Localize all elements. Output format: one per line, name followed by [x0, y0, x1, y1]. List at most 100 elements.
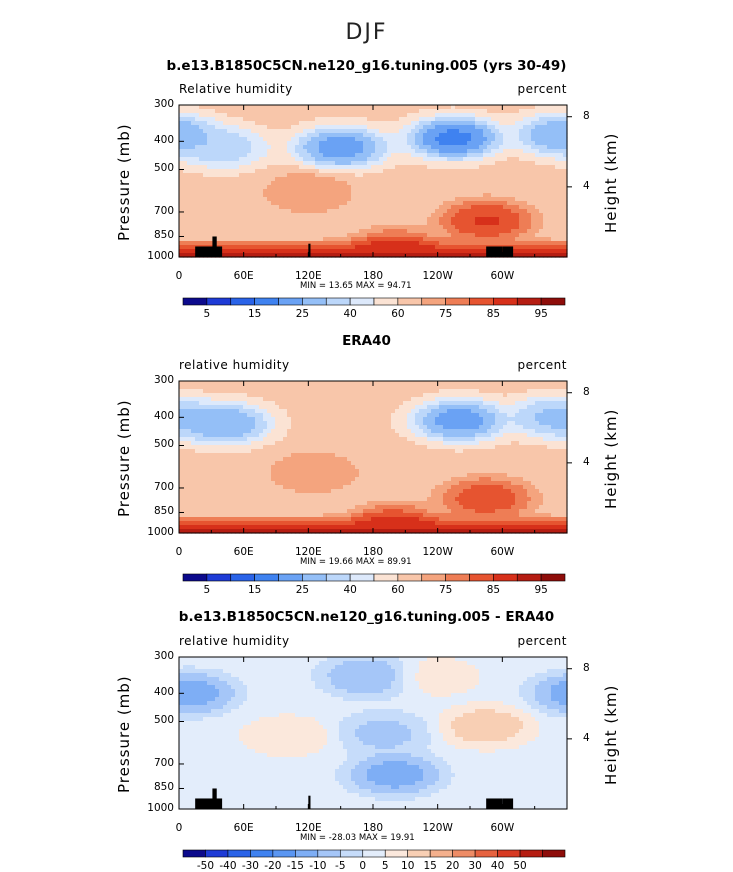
y2-tick-label: 4 — [583, 455, 590, 468]
y-tick-label: 400 — [153, 686, 174, 699]
x-tick-label: 60E — [233, 546, 254, 558]
colorbar-label: 30 — [468, 860, 482, 872]
y-tick-label: 500 — [153, 714, 174, 727]
x-tick-label: 120E — [294, 270, 322, 282]
colorbar-label: 5 — [381, 860, 389, 872]
y2-tick-label: 4 — [583, 731, 590, 744]
y-tick-label: 400 — [153, 134, 174, 147]
y-tick-label: 400 — [153, 410, 174, 423]
colorbar-label: 85 — [486, 308, 501, 320]
y-tick-label: 1000 — [147, 250, 174, 262]
heatmap-field-1 — [179, 105, 568, 258]
y2-axis-title: Height (km) — [602, 684, 620, 785]
colorbar-label: 5 — [203, 308, 211, 320]
y-tick-label: 500 — [153, 162, 174, 175]
x-tick-label: 120W — [422, 270, 453, 282]
colorbar-label: -15 — [286, 860, 304, 872]
colorbar-label: 95 — [534, 584, 548, 596]
x-tick-label: 0 — [175, 822, 183, 834]
colorbar-label: 25 — [295, 308, 310, 320]
y-tick-label: 300 — [153, 650, 174, 662]
x-tick-label: 60W — [490, 822, 515, 834]
y-tick-label: 700 — [153, 756, 174, 769]
panel-title: ERA40 — [342, 333, 391, 349]
x-tick-label: 60E — [233, 270, 254, 282]
x-tick-label: 180 — [362, 822, 384, 834]
heatmap-field-3 — [179, 657, 568, 810]
colorbar-label: -30 — [241, 860, 259, 872]
y-axis-title: Pressure (mb) — [115, 675, 133, 793]
x-tick-label: 180 — [362, 546, 384, 558]
colorbar-label: 20 — [445, 860, 460, 872]
y-tick-label: 700 — [153, 204, 174, 217]
y-tick-label: 850 — [153, 505, 174, 518]
x-tick-label: 0 — [175, 546, 183, 558]
y-tick-label: 850 — [153, 781, 174, 794]
colorbar-label: 95 — [534, 308, 548, 320]
colorbar-label: 0 — [359, 860, 367, 872]
panel-title: b.e13.B1850C5CN.ne120_g16.tuning.005 - E… — [178, 609, 555, 625]
y-tick-label: 300 — [153, 374, 174, 386]
x-tick-label: 60W — [490, 546, 515, 558]
page-title: DJF — [345, 20, 388, 45]
x-tick-label: 120E — [294, 546, 322, 558]
x-tick-label: 60W — [490, 270, 515, 282]
colorbar-label: 15 — [247, 308, 262, 320]
variable-label: Relative humidity — [179, 82, 293, 96]
colorbar-label: 10 — [401, 860, 415, 872]
topography-mask-3 — [195, 788, 514, 809]
colorbar-label: 40 — [490, 860, 505, 872]
colorbar-label: 15 — [423, 860, 437, 872]
colorbar-label: -50 — [196, 860, 215, 872]
units-label: percent — [517, 82, 567, 96]
variable-label: relative humidity — [179, 634, 290, 648]
y2-tick-label: 4 — [583, 179, 590, 192]
min-max-stats: MIN = -28.03 MAX = 19.91 — [300, 833, 415, 843]
colorbar-label: 75 — [438, 584, 453, 596]
y-tick-label: 300 — [153, 98, 174, 110]
colorbar-label: 60 — [391, 308, 405, 320]
y-tick-label: 1000 — [147, 526, 174, 538]
y2-axis-title: Height (km) — [602, 408, 620, 509]
colorbar-label: 75 — [438, 308, 453, 320]
x-tick-label: 120W — [422, 822, 453, 834]
colorbar-label: -40 — [219, 860, 237, 872]
units-label: percent — [517, 634, 567, 648]
colorbar-label: -5 — [335, 860, 346, 872]
colorbar-2 — [182, 573, 566, 582]
y-tick-label: 700 — [153, 480, 174, 493]
topography-mask-1 — [195, 236, 514, 257]
colorbar-label: 60 — [391, 584, 405, 596]
y2-axis-title: Height (km) — [602, 132, 620, 233]
min-max-stats: MIN = 13.65 MAX = 94.71 — [300, 281, 412, 291]
x-tick-label: 0 — [175, 270, 183, 282]
x-tick-label: 180 — [362, 270, 384, 282]
colorbar-label: 25 — [295, 584, 310, 596]
y-tick-label: 500 — [153, 438, 174, 451]
colorbar-label: 40 — [343, 308, 357, 320]
y-axis-title: Pressure (mb) — [115, 123, 133, 241]
y-tick-label: 850 — [153, 229, 174, 242]
panel-title: b.e13.B1850C5CN.ne120_g16.tuning.005 (yr… — [166, 58, 567, 74]
y2-tick-label: 8 — [583, 385, 590, 398]
colorbar-label: 15 — [247, 584, 262, 596]
colorbar-label: 85 — [486, 584, 501, 596]
colorbar-1 — [182, 297, 566, 306]
x-tick-label: 60E — [233, 822, 254, 834]
x-tick-label: 120E — [294, 822, 322, 834]
units-label: percent — [517, 358, 567, 372]
colorbar-label: -10 — [309, 860, 327, 872]
min-max-stats: MIN = 19.66 MAX = 89.91 — [300, 557, 412, 567]
colorbar-3 — [182, 849, 566, 858]
y2-tick-label: 8 — [583, 109, 590, 122]
y2-tick-label: 8 — [583, 661, 590, 674]
colorbar-label: 50 — [513, 860, 527, 872]
variable-label: relative humidity — [179, 358, 290, 372]
colorbar-label: 40 — [343, 584, 357, 596]
colorbar-label: -20 — [264, 860, 282, 872]
heatmap-field-2 — [179, 381, 568, 534]
x-tick-label: 120W — [422, 546, 453, 558]
y-tick-label: 1000 — [147, 802, 174, 814]
colorbar-label: 5 — [203, 584, 211, 596]
